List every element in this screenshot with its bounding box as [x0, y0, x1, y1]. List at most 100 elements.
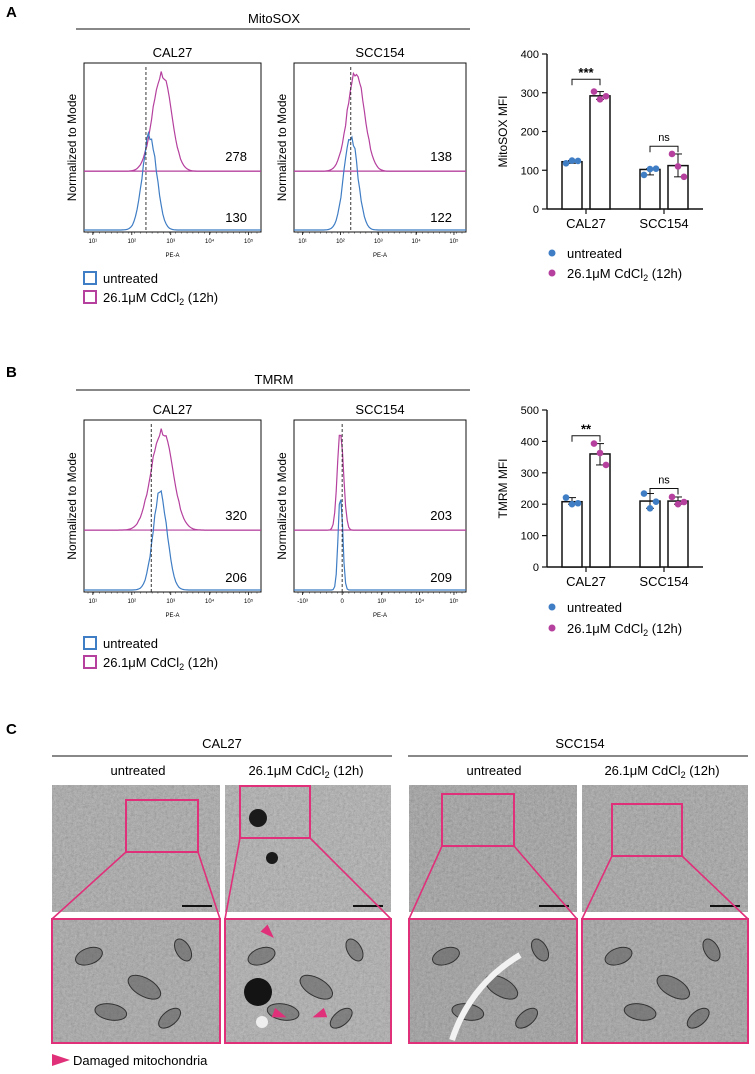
bar-y-tick-label: 400 — [521, 436, 539, 448]
histogram-frame — [83, 62, 262, 233]
histogram-curve-untreated — [294, 135, 466, 231]
histogram-curve-untreated — [84, 130, 261, 231]
histogram-curve-untreated — [294, 499, 466, 591]
histogram-y-label: Normalized to Mode — [65, 452, 79, 560]
mfi-value-treated: 138 — [430, 149, 452, 164]
legend-swatch-cdcl2 — [83, 290, 97, 304]
data-point — [574, 499, 582, 507]
bar-category-label: CAL27 — [566, 574, 606, 589]
panel-a: A MitoSOX CAL27 278 130 10¹ 10² 10³ 10⁴ 10⁵ PE-A… — [6, 4, 703, 307]
mitochondrion — [686, 1007, 710, 1029]
bar-category-label: SCC154 — [639, 574, 688, 589]
mfi-value-untreated: 209 — [430, 570, 452, 585]
histogram-x-label: PE-A — [165, 613, 179, 619]
bar-chart-mitosox-mfi: 0 100 200 300 400 MitoSOX MFI CAL27 *** SCC154 ns — [496, 49, 703, 231]
histogram-title-scc154: SCC154 — [355, 402, 404, 417]
mfi-value-untreated: 206 — [225, 570, 247, 585]
histogram-x-tick-label: 10³ — [166, 239, 175, 245]
em-image-grid — [51, 785, 749, 1044]
mfi-value-treated: 278 — [225, 149, 247, 164]
panel-label-b: B — [6, 364, 17, 381]
data-point — [596, 96, 604, 103]
legend-label-untreated: untreated — [103, 636, 158, 651]
data-point — [646, 165, 654, 173]
bar — [561, 500, 583, 568]
histogram-mitosox-cal27: CAL27 278 130 10¹ 10² 10³ 10⁴ 10⁵ PE-A Normalized… — [65, 45, 262, 259]
group-title-scc154: SCC154 — [555, 736, 604, 751]
bar-chart-tmrm-mfi: 0 100 200 300 400 500 TMRM MFI CAL27 ** SCC154 ns — [496, 405, 703, 589]
significance-bracket — [649, 145, 679, 153]
histogram-title-cal27: CAL27 — [153, 402, 193, 417]
zoom-connector-line — [513, 845, 578, 920]
histogram-x-tick-label: 10³ — [374, 239, 383, 245]
vacuole — [244, 978, 272, 1006]
bar-legend-label-cdcl2: 26.1μM CdCl2 (12h) — [567, 266, 682, 283]
significance-label: ** — [581, 422, 592, 437]
histogram-x-tick-label: 10³ — [166, 599, 175, 605]
histogram-curve-treated — [84, 71, 261, 172]
bar-y-tick-label: 0 — [533, 204, 539, 216]
legend-swatch-cdcl2 — [83, 655, 97, 669]
histogram-y-label: Normalized to Mode — [275, 93, 289, 201]
bar-legend-mitosox: untreated 26.1μM CdCl2 (12h) — [548, 246, 682, 283]
bar — [667, 500, 689, 568]
histogram-title-scc154: SCC154 — [355, 45, 404, 60]
zoom-image-frame — [224, 918, 392, 1044]
data-point — [568, 500, 576, 508]
histogram-tmrm-cal27: CAL27 320 206 10¹ 10² 10³ 10⁴ 10⁵ PE-A Normalized… — [65, 402, 262, 619]
bar-y-tick-label: 500 — [521, 405, 539, 417]
histogram-x-tick-label: 10⁴ — [415, 598, 425, 605]
data-point — [640, 171, 648, 179]
histogram-x-tick-label: 10² — [127, 599, 136, 605]
histogram-mitosox-scc154: SCC154 138 122 10¹ 10² 10³ 10⁴ 10⁵ PE-A Normalize… — [275, 45, 467, 259]
bar-legend-dot-cdcl2 — [548, 624, 556, 632]
mitochondrion — [531, 938, 550, 962]
data-point — [602, 92, 610, 100]
significance-label: ns — [658, 475, 670, 487]
histogram-x-tick-label: 10³ — [377, 599, 386, 605]
data-point — [562, 494, 570, 501]
bar-category-label: SCC154 — [639, 216, 688, 231]
data-point — [652, 165, 660, 172]
mfi-value-untreated: 130 — [225, 210, 247, 225]
mitochondrion — [656, 974, 691, 1000]
column-label-cal27-untreated: untreated — [111, 763, 166, 778]
histogram-frame — [293, 62, 467, 233]
histogram-x-label: PE-A — [373, 253, 387, 259]
histogram-x-tick-label: 10⁴ — [205, 238, 215, 245]
em-column — [408, 785, 578, 1044]
mitochondrion — [247, 946, 276, 966]
histogram-curve-treated — [294, 71, 466, 172]
significance-bracket — [571, 78, 601, 86]
histogram-x-label: PE-A — [165, 253, 179, 259]
mitochondrion — [127, 974, 162, 1000]
group-title-tmrm: TMRM — [255, 372, 294, 387]
em-column — [224, 785, 392, 1044]
mfi-value-untreated: 122 — [430, 210, 452, 225]
histogram-x-tick-label: 10⁵ — [449, 598, 459, 605]
histogram-x-tick-label: 10⁴ — [411, 238, 421, 245]
histogram-y-label: Normalized to Mode — [65, 93, 79, 201]
arrowhead-icon — [52, 1054, 70, 1066]
legend-mitosox: untreated 26.1μM CdCl2 (12h) — [83, 271, 218, 307]
legend-label-cdcl2: 26.1μM CdCl2 (12h) — [103, 290, 218, 307]
arrow-legend-label: Damaged mitochondria — [73, 1053, 208, 1068]
mitochondrion — [515, 1007, 539, 1029]
zoom-region-box — [125, 799, 199, 853]
bar-y-label: TMRM MFI — [496, 459, 510, 519]
group-title-mitosox: MitoSOX — [248, 11, 300, 26]
data-point — [646, 504, 654, 512]
arrowhead-icon — [260, 924, 274, 938]
vacuole-highlight — [256, 1016, 268, 1028]
zoom-image-frame — [51, 918, 221, 1044]
mitochondrion — [299, 974, 334, 1000]
column-label-scc154-untreated: untreated — [467, 763, 522, 778]
histogram-x-tick-label: 10¹ — [89, 599, 98, 605]
zoom-region-box — [611, 803, 683, 857]
bar-y-tick-label: 100 — [521, 531, 539, 543]
panel-c: C CAL27 SCC154 untreated 26.1μM CdCl2 (1… — [6, 721, 749, 1068]
bar-legend-label-untreated: untreated — [567, 600, 622, 615]
column-label-cal27-cdcl2: 26.1μM CdCl2 (12h) — [248, 763, 363, 780]
zoom-image-frame — [581, 918, 749, 1044]
histogram-x-tick-label: 10¹ — [89, 239, 98, 245]
